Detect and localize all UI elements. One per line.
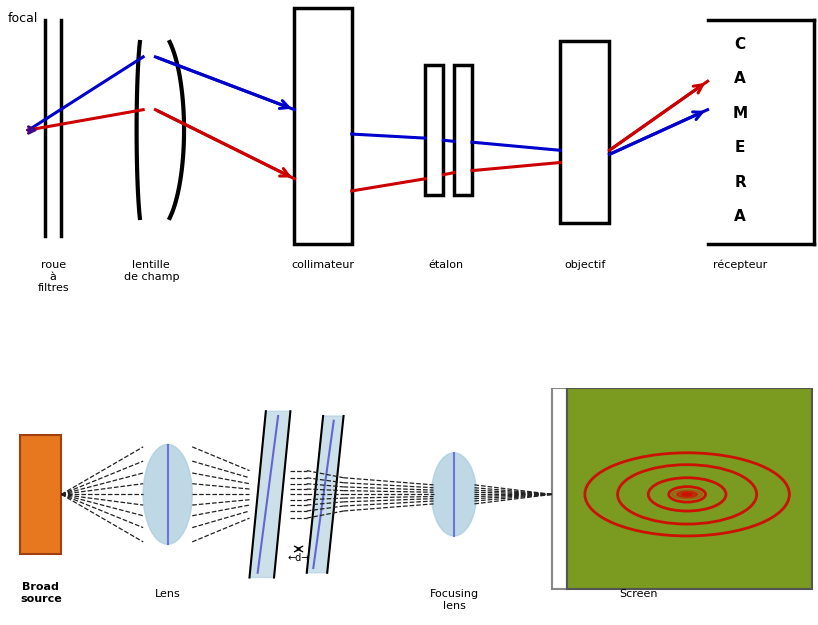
Text: M: M (733, 106, 748, 121)
Bar (294, 8, 352, 244)
Ellipse shape (143, 444, 192, 544)
Text: C: C (735, 36, 746, 51)
Bar (454, 65, 472, 195)
Text: A: A (735, 209, 746, 224)
Text: Screen: Screen (618, 589, 658, 599)
Bar (560, 41, 609, 223)
Text: Lens: Lens (155, 589, 181, 599)
Text: récepteur: récepteur (713, 260, 767, 271)
Text: objectif: objectif (564, 260, 605, 270)
Text: Focusing
lens: Focusing lens (429, 589, 479, 611)
Text: lentille
de champ: lentille de champ (124, 260, 179, 282)
Text: roue
à
filtres: roue à filtres (38, 260, 69, 293)
Text: R: R (735, 174, 746, 190)
Ellipse shape (672, 490, 703, 499)
Bar (552, 388, 567, 589)
Bar (20, 435, 61, 554)
Text: Broad
source: Broad source (20, 582, 62, 604)
Ellipse shape (677, 491, 698, 498)
Text: ←d→: ←d→ (287, 553, 310, 563)
Text: étalon: étalon (429, 260, 463, 270)
Text: A: A (735, 71, 746, 86)
Ellipse shape (682, 493, 692, 496)
Polygon shape (307, 416, 344, 572)
Polygon shape (249, 411, 290, 578)
Bar (567, 388, 812, 589)
Text: E: E (735, 140, 745, 155)
Text: focal: focal (8, 12, 38, 25)
Ellipse shape (432, 452, 477, 536)
Bar (425, 65, 443, 195)
Text: collimateur: collimateur (291, 260, 355, 270)
